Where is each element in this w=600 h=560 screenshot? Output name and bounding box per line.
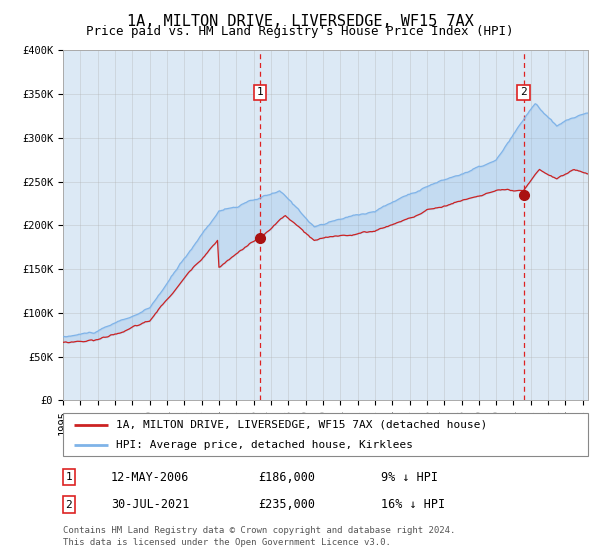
Text: 1A, MILTON DRIVE, LIVERSEDGE, WF15 7AX (detached house): 1A, MILTON DRIVE, LIVERSEDGE, WF15 7AX (…	[115, 419, 487, 430]
Text: £186,000: £186,000	[258, 470, 315, 484]
Text: Contains HM Land Registry data © Crown copyright and database right 2024.: Contains HM Land Registry data © Crown c…	[63, 526, 455, 535]
Text: 2: 2	[520, 87, 527, 97]
Text: 16% ↓ HPI: 16% ↓ HPI	[381, 498, 445, 511]
Text: 12-MAY-2006: 12-MAY-2006	[111, 470, 190, 484]
Text: This data is licensed under the Open Government Licence v3.0.: This data is licensed under the Open Gov…	[63, 538, 391, 547]
Text: 1: 1	[256, 87, 263, 97]
Text: 30-JUL-2021: 30-JUL-2021	[111, 498, 190, 511]
Text: 1A, MILTON DRIVE, LIVERSEDGE, WF15 7AX: 1A, MILTON DRIVE, LIVERSEDGE, WF15 7AX	[127, 14, 473, 29]
Text: £235,000: £235,000	[258, 498, 315, 511]
Text: 2: 2	[65, 500, 73, 510]
Text: HPI: Average price, detached house, Kirklees: HPI: Average price, detached house, Kirk…	[115, 440, 413, 450]
Text: Price paid vs. HM Land Registry's House Price Index (HPI): Price paid vs. HM Land Registry's House …	[86, 25, 514, 38]
Text: 1: 1	[65, 472, 73, 482]
Text: 9% ↓ HPI: 9% ↓ HPI	[381, 470, 438, 484]
